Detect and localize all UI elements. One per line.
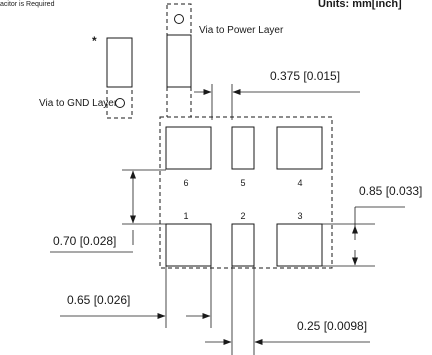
pad-1 [165, 223, 212, 267]
dim-label-085: 0.85 [0.033] [359, 184, 422, 198]
gnd-via-circle [115, 98, 125, 108]
asterisk-mark: * [92, 34, 97, 48]
pad-number-3: 3 [297, 211, 302, 221]
dim-label-0375: 0.375 [0.015] [270, 69, 340, 83]
power-cap-pad [166, 34, 192, 88]
header-note: acitor is Required [0, 1, 55, 8]
via-gnd-label: Via to GND Layer [39, 98, 118, 109]
pad-number-4: 4 [297, 178, 302, 188]
pad-6 [165, 126, 212, 170]
pad-number-1: 1 [183, 211, 188, 221]
gnd-cap-pad [106, 37, 133, 88]
units-label: Units: mm[inch] [318, 0, 402, 10]
via-power-label: Via to Power Layer [199, 25, 284, 36]
pad-2 [231, 223, 255, 267]
pad-number-6: 6 [183, 178, 188, 188]
pad-3 [276, 223, 323, 267]
dim-label-070: 0.70 [0.028] [53, 234, 116, 248]
power-via-circle [174, 14, 184, 24]
pad-number-5: 5 [240, 178, 245, 188]
dim-label-065: 0.65 [0.026] [67, 293, 130, 307]
pad-4 [276, 126, 323, 170]
pad-number-2: 2 [240, 211, 245, 221]
pad-5 [231, 126, 255, 170]
power-via-outline [166, 3, 192, 36]
courtyard-outline [159, 116, 333, 269]
dim-label-025: 0.25 [0.0098] [297, 319, 367, 333]
